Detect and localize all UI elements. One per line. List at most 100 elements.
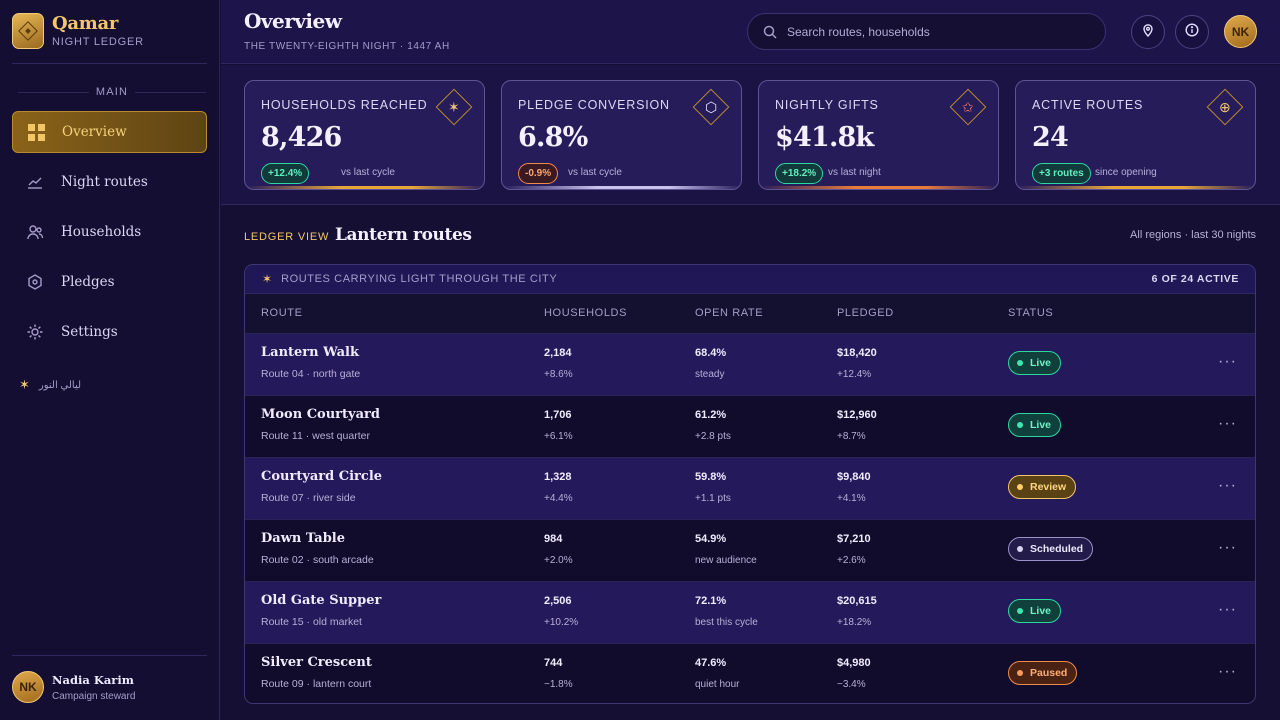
stat-delta-badge: -0.9% — [518, 163, 559, 184]
stat-card-active-routes[interactable]: ACTIVE ROUTES 24 +3 routes since opening… — [1015, 80, 1256, 190]
section-title: Lantern routes — [335, 225, 472, 245]
more-options-icon[interactable]: ··· — [1218, 539, 1237, 556]
search-bar[interactable] — [747, 13, 1106, 50]
table-row[interactable]: Moon Courtyard Route 11 · west quarter 1,7… — [245, 396, 1255, 458]
households-delta: −1.8% — [544, 679, 573, 690]
user-role: Campaign steward — [52, 690, 136, 702]
user-name: Nadia Karim — [52, 672, 134, 687]
hexagon-icon: ⬡ — [692, 88, 730, 126]
sidebar-item-households[interactable]: Households — [12, 211, 207, 253]
routes-table: ✶ ROUTES CARRYING LIGHT THROUGH THE CITY… — [244, 264, 1256, 704]
sidebar-item-label: Pledges — [61, 274, 115, 290]
open-rate-value: 47.6% — [695, 657, 727, 669]
avatar: NK — [12, 671, 44, 703]
more-options-icon[interactable]: ··· — [1218, 477, 1237, 494]
sidebar-item-night-routes[interactable]: Night routes — [12, 161, 207, 203]
status-badge[interactable]: Live — [1008, 413, 1062, 437]
open-rate-value: 72.1% — [695, 595, 727, 607]
route-location: Route 15 · old market — [261, 616, 362, 628]
route-name[interactable]: Lantern Walk — [261, 345, 359, 360]
status-label: Scheduled — [1030, 543, 1084, 555]
info-button[interactable] — [1175, 15, 1209, 49]
households-value: 2,506 — [544, 595, 572, 607]
stat-value: $41.8k — [775, 122, 874, 153]
route-name[interactable]: Moon Courtyard — [261, 407, 380, 422]
stats-band: HOUSEHOLDS REACHED 8,426 +12.4% vs last … — [221, 65, 1280, 205]
brand-name: Qamar — [52, 13, 119, 34]
user-profile[interactable]: NK Nadia Karim Campaign steward — [12, 671, 135, 703]
table-column-headers: ROUTE HOUSEHOLDS OPEN RATE PLEDGED STATU… — [245, 294, 1255, 334]
more-options-icon[interactable]: ··· — [1218, 601, 1237, 618]
table-row[interactable]: Lantern Walk Route 04 · north gate 2,184 +8… — [245, 334, 1255, 396]
pledged-delta: +18.2% — [837, 617, 872, 628]
sidebar-item-label: Overview — [62, 124, 127, 140]
open-rate-note: quiet hour — [695, 679, 740, 690]
search-icon — [762, 24, 778, 40]
stat-note: vs last night — [828, 167, 881, 178]
column-header-households[interactable]: HOUSEHOLDS — [544, 307, 628, 319]
stat-card-households[interactable]: HOUSEHOLDS REACHED 8,426 +12.4% vs last … — [244, 80, 485, 190]
stat-note: vs last cycle — [341, 167, 395, 178]
pledged-delta: +4.1% — [837, 493, 866, 504]
people-icon — [26, 223, 44, 241]
table-row[interactable]: Silver Crescent Route 09 · lantern court 7… — [245, 644, 1255, 703]
pledged-delta: +8.7% — [837, 431, 866, 442]
top-bar: Overview THE TWENTY-EIGHTH NIGHT · 1447 … — [221, 0, 1280, 64]
stat-delta-badge: +18.2% — [775, 163, 824, 184]
households-value: 744 — [544, 657, 563, 669]
search-input[interactable] — [787, 24, 1087, 39]
column-header-open-rate[interactable]: OPEN RATE — [695, 307, 764, 319]
column-header-status[interactable]: STATUS — [1008, 307, 1054, 319]
status-badge[interactable]: Live — [1008, 599, 1062, 623]
stat-card-nightly-gifts[interactable]: NIGHTLY GIFTS $41.8k +18.2% vs last nigh… — [758, 80, 999, 190]
gear-icon — [26, 323, 44, 341]
stat-value: 8,426 — [261, 122, 342, 153]
sidebar-item-settings[interactable]: Settings — [12, 311, 207, 353]
header-avatar[interactable]: NK — [1224, 15, 1257, 48]
more-options-icon[interactable]: ··· — [1218, 353, 1237, 370]
shield-icon — [26, 273, 44, 291]
campaign-note: ✶ ليالي النور — [19, 377, 81, 393]
status-badge[interactable]: Scheduled — [1008, 537, 1094, 561]
status-badge[interactable]: Live — [1008, 351, 1062, 375]
table-row[interactable]: Dawn Table Route 02 · south arcade 984 +2.0… — [245, 520, 1255, 582]
stat-accent-bar — [502, 186, 741, 189]
stat-delta-badge: +12.4% — [261, 163, 310, 184]
stat-label: ACTIVE ROUTES — [1032, 98, 1144, 112]
route-name[interactable]: Old Gate Supper — [261, 593, 382, 608]
route-name[interactable]: Dawn Table — [261, 531, 346, 546]
table-title: ROUTES CARRYING LIGHT THROUGH THE CITY — [281, 273, 558, 285]
status-dot-icon — [1017, 546, 1023, 552]
pledged-value: $4,980 — [837, 657, 871, 669]
status-badge[interactable]: Paused — [1008, 661, 1078, 685]
sidebar-item-overview[interactable]: Overview — [12, 111, 207, 153]
sidebar-item-label: Settings — [61, 324, 118, 340]
column-header-pledged[interactable]: PLEDGED — [837, 307, 894, 319]
more-options-icon[interactable]: ··· — [1218, 415, 1237, 432]
location-pin-icon — [1141, 23, 1155, 42]
sparkle-icon: ✶ — [19, 377, 30, 392]
route-name[interactable]: Silver Crescent — [261, 655, 372, 670]
sidebar-item-label: Night routes — [61, 174, 148, 190]
route-name[interactable]: Courtyard Circle — [261, 469, 383, 484]
column-header-route[interactable]: ROUTE — [261, 307, 303, 319]
location-button[interactable] — [1131, 15, 1165, 49]
table-row[interactable]: Courtyard Circle Route 07 · river side 1,3… — [245, 458, 1255, 520]
status-dot-icon — [1017, 484, 1023, 490]
households-value: 2,184 — [544, 347, 572, 359]
sidebar-item-pledges[interactable]: Pledges — [12, 261, 207, 303]
households-delta: +10.2% — [544, 617, 579, 628]
stat-label: HOUSEHOLDS REACHED — [261, 98, 428, 112]
page-subtitle: THE TWENTY-EIGHTH NIGHT · 1447 AH — [244, 41, 450, 52]
stat-card-pledge-conversion[interactable]: PLEDGE CONVERSION 6.8% -0.9% vs last cyc… — [501, 80, 742, 190]
table-row[interactable]: Old Gate Supper Route 15 · old market 2,50… — [245, 582, 1255, 644]
status-dot-icon — [1017, 422, 1023, 428]
more-options-icon[interactable]: ··· — [1218, 663, 1237, 680]
sparkle-icon: ✶ — [435, 88, 473, 126]
open-rate-value: 61.2% — [695, 409, 727, 421]
status-label: Live — [1030, 605, 1052, 617]
status-badge[interactable]: Review — [1008, 475, 1077, 499]
brand[interactable]: Qamar NIGHT LEDGER — [12, 13, 144, 49]
brand-logo-icon — [12, 13, 44, 49]
filter-summary[interactable]: All regions · last 30 nights — [1130, 229, 1256, 241]
